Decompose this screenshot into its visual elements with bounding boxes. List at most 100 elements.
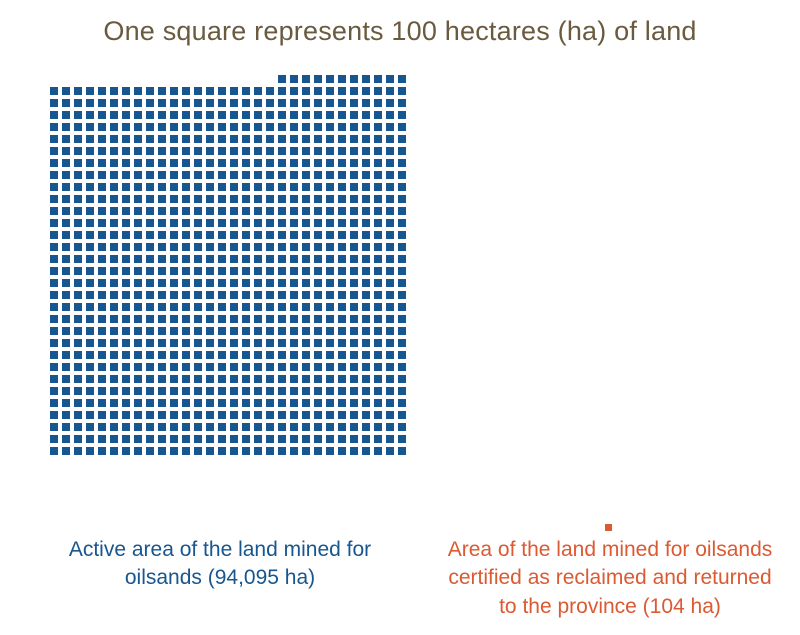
pictogram-square <box>338 207 346 215</box>
pictogram-square <box>290 279 298 287</box>
pictogram-square <box>290 363 298 371</box>
pictogram-square <box>98 447 106 455</box>
pictogram-square <box>134 171 142 179</box>
pictogram-square <box>302 99 310 107</box>
pictogram-square <box>338 423 346 431</box>
pictogram-square <box>110 363 118 371</box>
pictogram-square <box>62 303 70 311</box>
pictogram-square <box>230 375 238 383</box>
pictogram-square <box>98 423 106 431</box>
pictogram-square <box>254 447 262 455</box>
pictogram-square <box>86 291 94 299</box>
pictogram-square <box>278 423 286 431</box>
pictogram-square <box>134 255 142 263</box>
pictogram-square <box>50 435 58 443</box>
pictogram-square <box>74 147 82 155</box>
pictogram-square <box>110 435 118 443</box>
pictogram-square <box>218 111 226 119</box>
pictogram-square <box>266 195 274 203</box>
pictogram-square <box>50 303 58 311</box>
pictogram-square <box>242 195 250 203</box>
pictogram-square <box>398 87 406 95</box>
pictogram-square <box>218 363 226 371</box>
pictogram-square <box>398 183 406 191</box>
pictogram-square <box>242 315 250 323</box>
pictogram-square <box>362 387 370 395</box>
pictogram-square <box>302 303 310 311</box>
pictogram-square <box>278 195 286 203</box>
pictogram-square <box>98 219 106 227</box>
pictogram-square <box>266 255 274 263</box>
pictogram-square <box>122 123 130 131</box>
pictogram-square <box>50 243 58 251</box>
pictogram-square <box>242 147 250 155</box>
pictogram-square <box>254 387 262 395</box>
pictogram-square <box>122 279 130 287</box>
pictogram-square <box>326 339 334 347</box>
pictogram-square <box>350 435 358 443</box>
pictogram-square <box>206 183 214 191</box>
pictogram-square <box>242 303 250 311</box>
pictogram-square <box>302 351 310 359</box>
pictogram-square <box>386 291 394 299</box>
pictogram-square <box>350 87 358 95</box>
pictogram-square <box>218 387 226 395</box>
pictogram-square <box>278 207 286 215</box>
pictogram-square <box>242 375 250 383</box>
pictogram-square <box>350 195 358 203</box>
pictogram-square <box>326 159 334 167</box>
pictogram-square <box>218 123 226 131</box>
pictogram-square <box>338 291 346 299</box>
pictogram-square <box>386 315 394 323</box>
pictogram-square <box>158 327 166 335</box>
pictogram-square <box>158 363 166 371</box>
right-pictogram-square <box>605 518 612 525</box>
pictogram-square <box>122 219 130 227</box>
pictogram-square <box>242 111 250 119</box>
pictogram-square <box>266 387 274 395</box>
pictogram-square <box>278 231 286 239</box>
pictogram-square <box>194 195 202 203</box>
pictogram-square <box>110 375 118 383</box>
pictogram-square <box>350 219 358 227</box>
pictogram-square <box>374 207 382 215</box>
pictogram-square <box>242 267 250 275</box>
pictogram-square <box>218 435 226 443</box>
pictogram-square <box>62 111 70 119</box>
pictogram-square <box>74 99 82 107</box>
pictogram-square <box>350 255 358 263</box>
pictogram-square <box>314 255 322 263</box>
pictogram-square <box>218 303 226 311</box>
pictogram-square <box>266 267 274 275</box>
pictogram-square <box>122 99 130 107</box>
pictogram-square <box>62 447 70 455</box>
pictogram-square <box>218 279 226 287</box>
pictogram-square <box>242 87 250 95</box>
pictogram-square <box>158 387 166 395</box>
pictogram-square <box>170 111 178 119</box>
pictogram-square <box>50 171 58 179</box>
pictogram-square <box>350 339 358 347</box>
pictogram-square <box>230 195 238 203</box>
pictogram-square <box>170 315 178 323</box>
pictogram-square <box>182 375 190 383</box>
pictogram-square <box>266 231 274 239</box>
pictogram-square <box>326 363 334 371</box>
pictogram-square <box>206 135 214 143</box>
pictogram-square <box>206 399 214 407</box>
pictogram-square <box>146 327 154 335</box>
pictogram-square <box>230 387 238 395</box>
pictogram-square <box>182 399 190 407</box>
pictogram-square <box>110 327 118 335</box>
pictogram-square <box>146 375 154 383</box>
pictogram-square <box>146 171 154 179</box>
pictogram-square <box>326 75 334 83</box>
pictogram-square <box>398 123 406 131</box>
pictogram-square <box>146 339 154 347</box>
pictogram-square <box>290 351 298 359</box>
pictogram-square <box>314 195 322 203</box>
pictogram-square <box>374 363 382 371</box>
pictogram-square <box>170 123 178 131</box>
pictogram-square <box>158 279 166 287</box>
pictogram-square <box>134 87 142 95</box>
